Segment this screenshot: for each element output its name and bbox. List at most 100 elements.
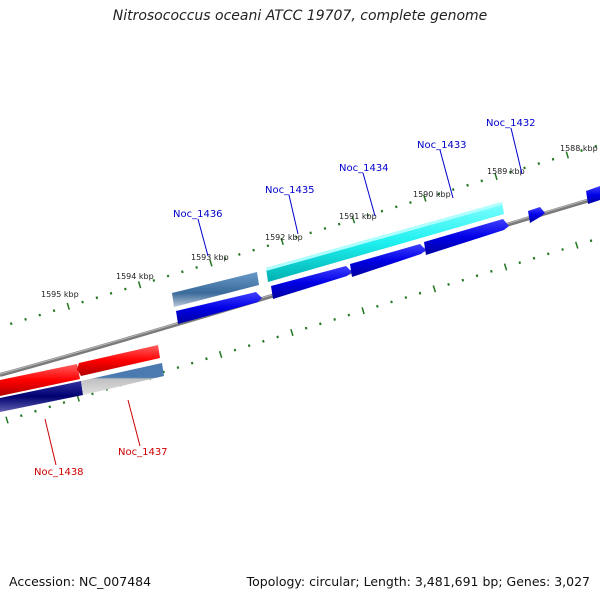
gene-arrow-reverse-noc1438[interactable] xyxy=(0,364,80,396)
outer-ruler-tick xyxy=(580,149,583,152)
inner-ruler-tick xyxy=(162,370,165,374)
inner-ruler-tick xyxy=(475,274,479,278)
outer-ruler-tick xyxy=(565,151,570,159)
outer-ruler-tick xyxy=(181,270,184,274)
outer-ruler-tick xyxy=(494,172,498,181)
feature-navy-noc1438[interactable] xyxy=(0,381,83,412)
inner-ruler-tick xyxy=(361,307,365,315)
outer-ruler-tick xyxy=(537,162,541,165)
outer-ruler-tick xyxy=(323,227,327,230)
inner-ruler-tick xyxy=(432,285,437,293)
inner-ruler-tick xyxy=(34,409,37,413)
gene-label-noc1437[interactable]: Noc_1437 xyxy=(118,447,168,458)
inner-ruler-tick xyxy=(518,261,522,265)
outer-ruler-tick xyxy=(437,192,441,196)
kbp-label-1592: 1592 kbp xyxy=(265,233,303,242)
kbp-label-1593: 1593 kbp xyxy=(191,253,229,262)
outer-ruler-tick xyxy=(223,257,227,261)
outer-ruler-tick xyxy=(280,237,284,246)
kbp-label-1591: 1591 kbp xyxy=(339,212,377,221)
inner-ruler-tick xyxy=(461,278,465,282)
inner-ruler-tick xyxy=(589,239,593,243)
inner-ruler-tick xyxy=(447,283,450,286)
inner-ruler-tick xyxy=(233,348,237,352)
outer-ruler-tick xyxy=(152,279,156,282)
outer-ruler-tick xyxy=(451,188,455,191)
inner-ruler-tick xyxy=(546,252,550,256)
gene-arrow-forward-6[interactable] xyxy=(586,186,600,204)
outer-ruler-tick xyxy=(523,166,526,170)
outer-ruler-tick xyxy=(351,216,356,224)
outer-ruler-tick xyxy=(9,322,13,326)
inner-ruler-tick xyxy=(347,313,351,317)
gene-arrow-forward-4[interactable] xyxy=(424,219,509,255)
outer-ruler-tick xyxy=(238,253,241,256)
inner-ruler-tick xyxy=(390,300,393,304)
outer-ruler-tick xyxy=(95,296,99,300)
inner-ruler-tick xyxy=(276,335,279,339)
inner-ruler-ticks xyxy=(5,239,593,424)
outer-ruler-tick xyxy=(366,214,370,217)
outer-ruler-tick xyxy=(124,287,127,291)
kbp-label-1590: 1590 kbp xyxy=(413,190,451,199)
outer-ruler-tick xyxy=(266,244,270,248)
inner-ruler-tick xyxy=(48,405,52,409)
inner-ruler-tick xyxy=(218,350,223,359)
feature-steel-noc1436[interactable] xyxy=(172,272,259,307)
feature-steel-noc1437[interactable] xyxy=(81,363,164,395)
outer-ruler-tick xyxy=(508,170,512,174)
inner-ruler-tick xyxy=(418,291,422,295)
gene-arrow-forward-1[interactable] xyxy=(176,292,262,324)
outer-ruler-tick xyxy=(551,157,555,161)
inner-ruler-tick xyxy=(376,304,379,308)
gene-arrow-forward-3[interactable] xyxy=(350,244,426,277)
outer-ruler-tick xyxy=(52,309,56,313)
outer-ruler-tick xyxy=(166,274,170,278)
inner-ruler-tick xyxy=(247,344,251,348)
inner-ruler-tick xyxy=(205,357,208,361)
outer-ruler-tick xyxy=(38,313,42,317)
outer-ruler-tick xyxy=(209,259,213,267)
label-leader-lines xyxy=(44,127,523,466)
gene-label-noc1434[interactable]: Noc_1434 xyxy=(339,163,389,174)
gene-label-noc1435[interactable]: Noc_1435 xyxy=(265,185,315,196)
outer-ruler-tick xyxy=(81,300,84,304)
kbp-label-1595: 1595 kbp xyxy=(41,290,79,299)
inner-ruler-tick xyxy=(561,248,564,251)
gene-label-noc1432[interactable]: Noc_1432 xyxy=(486,118,536,129)
gene-arrow-forward-2[interactable] xyxy=(271,266,352,299)
genome-summary-text: Topology: circular; Length: 3,481,691 bp… xyxy=(246,574,590,589)
outer-ruler-tick xyxy=(422,194,427,202)
inner-ruler-tick xyxy=(574,241,579,249)
inner-ruler-tick xyxy=(532,256,536,260)
inner-ruler-tick xyxy=(404,296,408,299)
gene-arrow-reverse-noc1437[interactable] xyxy=(77,345,160,376)
kbp-label-1594: 1594 kbp xyxy=(116,272,154,281)
inner-ruler-tick xyxy=(19,414,23,418)
gene-label-noc1436[interactable]: Noc_1436 xyxy=(173,209,223,220)
outer-ruler-tick xyxy=(466,183,469,187)
outer-ruler-tick xyxy=(195,266,198,269)
outer-ruler-tick xyxy=(309,231,312,235)
inner-ruler-tick xyxy=(5,416,9,424)
outer-ruler-tick xyxy=(24,317,27,321)
outer-ruler-ticks xyxy=(9,144,598,326)
outer-ruler-tick xyxy=(252,248,255,252)
kbp-label-1589: 1589 kbp xyxy=(487,167,525,176)
feature-cyan-noc1433[interactable] xyxy=(266,202,504,282)
outer-ruler-tick xyxy=(480,179,484,183)
outer-ruler-tick xyxy=(380,209,384,213)
gene-label-noc1438[interactable]: Noc_1438 xyxy=(34,467,84,478)
inner-ruler-tick xyxy=(176,366,180,369)
inner-ruler-tick xyxy=(62,401,66,404)
inner-ruler-tick xyxy=(490,269,493,273)
gene-arrow-forward-5[interactable] xyxy=(528,207,545,223)
inner-ruler-tick xyxy=(190,361,194,365)
outer-ruler-tick xyxy=(295,235,298,239)
inner-ruler-tick xyxy=(304,326,308,330)
outer-ruler-tick xyxy=(337,222,341,226)
gene-label-noc1433[interactable]: Noc_1433 xyxy=(417,140,467,151)
outer-ruler-tick xyxy=(594,144,598,148)
inner-ruler-tick xyxy=(333,318,336,321)
